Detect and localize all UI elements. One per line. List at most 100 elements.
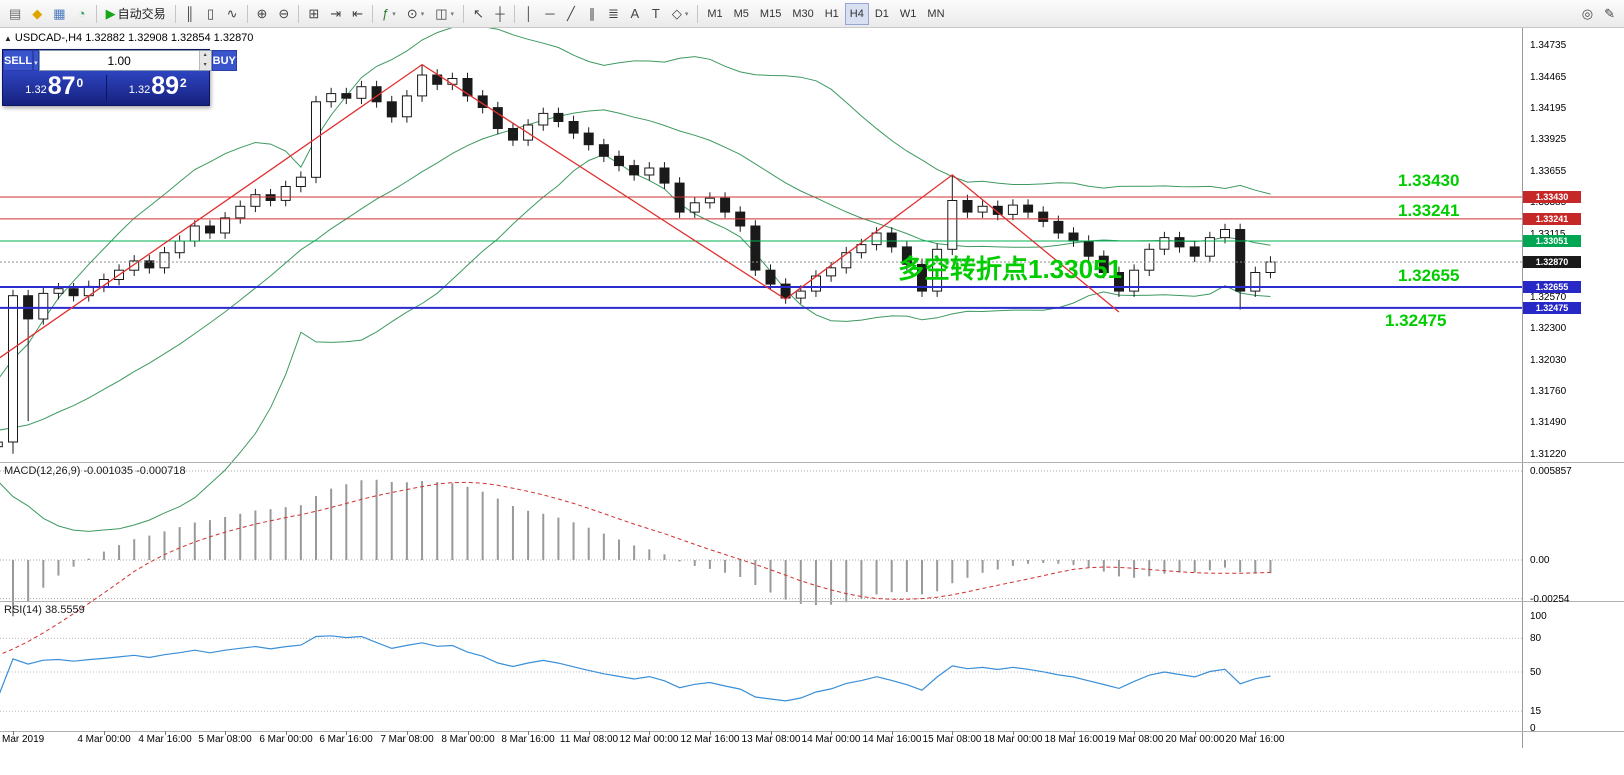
price-scale-label: 1.33925: [1530, 134, 1567, 145]
chart-annotation[interactable]: 1.32655: [1398, 266, 1460, 285]
search-button[interactable]: ◎: [1577, 3, 1598, 25]
chart-shift-button[interactable]: ⇤: [347, 3, 368, 25]
chart-canvas[interactable]: [0, 28, 1522, 748]
timeframe-m15-button[interactable]: M15: [755, 3, 786, 25]
crosshair-button[interactable]: ┼: [490, 3, 510, 25]
bar-chart-button[interactable]: ║: [180, 3, 200, 25]
price-scale-label: 1.33115: [1530, 229, 1565, 240]
zoom-in-button[interactable]: ⊕: [252, 3, 273, 25]
price-tag: 1.32870: [1523, 256, 1581, 268]
rsi-scale-label: 50: [1530, 667, 1542, 678]
sell-price[interactable]: 1.32 87 0: [3, 72, 106, 101]
time-axis-label: 18 Mar 16:00: [1044, 734, 1104, 745]
toolbar: ▤ ◆ ▦ ◔ ▶ 自动交易 ║ ▯ ∿ ⊕ ⊖ ⊞ ⇥ ⇤ ƒ ▾ ⊙ ▾ ◫ ▾ ↖ ┼ │ ─ ╱ ∥ ≣ A T ◇ ▾ M1 M5 M1…: [0, 0, 1624, 28]
metaeditor-icon: ◆: [32, 6, 43, 21]
volume-dropdown-button[interactable]: ▾: [33, 50, 39, 71]
timeframe-h1-button[interactable]: H1: [820, 3, 844, 25]
timeframe-m1-button-label: M1: [707, 7, 723, 20]
bar-chart-icon: ║: [185, 6, 195, 21]
volume-down-button[interactable]: ▾: [203, 61, 207, 68]
price-scale-label: 1.31760: [1530, 386, 1567, 397]
macd-scale-label: 0.00: [1530, 555, 1550, 566]
price-scale-label: 1.32570: [1530, 292, 1567, 303]
vertical-line-button[interactable]: │: [519, 3, 539, 25]
cursor-button[interactable]: ↖: [468, 3, 489, 25]
periods-icon: ⊙: [406, 6, 418, 21]
buy-button[interactable]: BUY: [211, 50, 237, 71]
text-label-button[interactable]: T: [646, 3, 666, 25]
time-axis-tick: [589, 731, 590, 735]
text-button[interactable]: A: [625, 3, 645, 25]
timeframe-w1-button-label: W1: [899, 7, 917, 20]
sell-price-big: 87: [47, 72, 76, 100]
buy-price[interactable]: 1.32 89 2: [107, 74, 210, 101]
metaeditor-button[interactable]: ◆: [27, 3, 47, 25]
fibonacci-button[interactable]: ≣: [603, 3, 624, 25]
time-axis-label: 11 Mar 08:00: [559, 734, 619, 745]
zoom-out-button[interactable]: ⊖: [273, 3, 294, 25]
search-icon: ◎: [1581, 6, 1594, 21]
trendline-button[interactable]: ╱: [561, 3, 581, 25]
price-tag: 1.32655: [1523, 281, 1581, 293]
time-axis-tick: [649, 731, 650, 735]
timeframe-w1-button[interactable]: W1: [895, 3, 922, 25]
horizontal-level-lines[interactable]: [0, 196, 1522, 309]
shapes-button[interactable]: ◇ ▾: [667, 3, 694, 25]
time-axis-tick: [710, 731, 711, 735]
zigzag-line[interactable]: [0, 63, 1120, 453]
autotrading-button-label: 自动交易: [117, 7, 166, 21]
timeframe-mn-button[interactable]: MN: [922, 3, 949, 25]
quick-edit-button[interactable]: ✎: [1599, 3, 1620, 25]
chart-annotation[interactable]: 多空转折点1.33051: [898, 254, 1122, 284]
time-axis-tick: [1074, 731, 1075, 735]
sell-price-pip: 0: [76, 75, 84, 90]
autotrading-button[interactable]: ▶ 自动交易: [101, 3, 171, 25]
chart-annotation[interactable]: 1.32475: [1385, 311, 1447, 330]
timeframe-h1-button-label: H1: [824, 7, 839, 20]
templates-button[interactable]: ◫ ▾: [430, 3, 459, 25]
line-chart-icon: ∿: [226, 6, 238, 21]
toolbar-separator: [463, 4, 465, 23]
line-chart-button[interactable]: ∿: [222, 3, 243, 25]
history-center-button[interactable]: ◔: [72, 3, 92, 25]
new-order-button[interactable]: ▤: [4, 3, 26, 25]
pane-separator[interactable]: [0, 731, 1624, 732]
price-tag: 1.32475: [1523, 302, 1581, 314]
chart-annotation[interactable]: 1.33241: [1398, 201, 1460, 220]
pane-separator[interactable]: [0, 601, 1624, 602]
indicators-button[interactable]: ƒ ▾: [377, 3, 401, 25]
time-axis-tick: [407, 731, 408, 735]
horizontal-line-icon: ─: [545, 6, 555, 21]
periods-button[interactable]: ⊙ ▾: [402, 3, 429, 25]
channel-button[interactable]: ∥: [582, 3, 602, 25]
horizontal-line-button[interactable]: ─: [540, 3, 560, 25]
tile-windows-button[interactable]: ⊞: [303, 3, 324, 25]
periods-dropdown-icon[interactable]: ▾: [420, 10, 425, 18]
templates-dropdown-icon[interactable]: ▾: [450, 10, 455, 18]
volume-up-button[interactable]: ▴: [203, 52, 207, 58]
chart-annotation[interactable]: 1.33430: [1398, 171, 1460, 190]
timeframe-d1-button[interactable]: D1: [870, 3, 894, 25]
timeframe-m30-button[interactable]: M30: [787, 3, 818, 25]
market-watch-button[interactable]: ▦: [48, 3, 70, 25]
timeframe-m1-button[interactable]: M1: [702, 3, 727, 25]
indicators-dropdown-icon[interactable]: ▾: [392, 10, 396, 18]
timeframe-h4-button[interactable]: H4: [844, 2, 869, 25]
timeframe-mn-button-label: MN: [927, 7, 945, 20]
time-axis-label: 19 Mar 08:00: [1104, 734, 1164, 745]
auto-scroll-button[interactable]: ⇥: [325, 3, 346, 25]
time-axis-tick: [1255, 731, 1256, 735]
candlestick-chart-button[interactable]: ▯: [201, 3, 221, 25]
quick-edit-icon: ✎: [1604, 6, 1615, 21]
sell-button[interactable]: SELL: [3, 50, 34, 71]
volume-input[interactable]: [39, 51, 199, 70]
pane-separator[interactable]: [0, 462, 1624, 463]
price-scale-label: 1.32300: [1530, 323, 1567, 334]
collapse-triangle-icon[interactable]: ▲: [4, 34, 12, 43]
shapes-dropdown-icon[interactable]: ▾: [684, 10, 689, 18]
price-tag: 1.33051: [1523, 235, 1581, 247]
timeframe-m5-button[interactable]: M5: [729, 3, 754, 25]
price-tag: 1.33241: [1523, 213, 1581, 225]
timeframe-d1-button-label: D1: [874, 7, 889, 20]
